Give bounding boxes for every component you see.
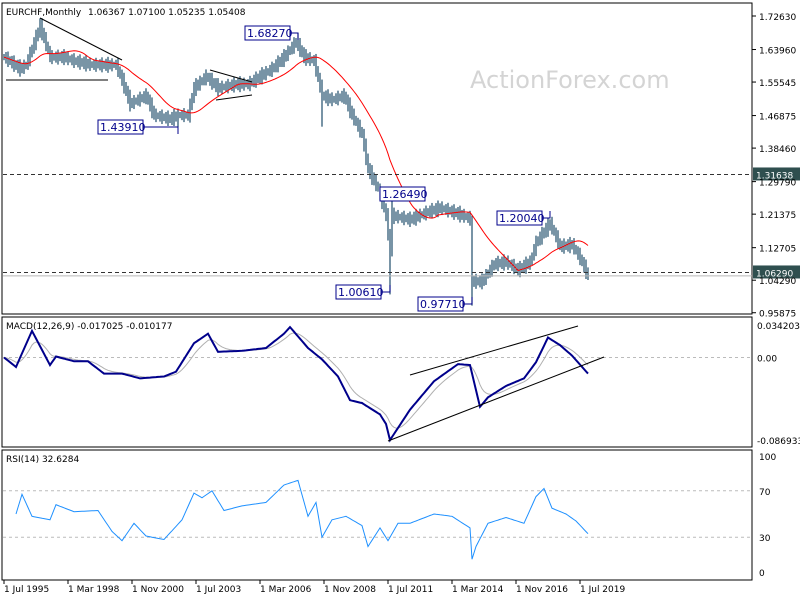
- annotation-text: 1.26490: [382, 188, 428, 201]
- trendlines: [6, 17, 605, 442]
- rsi-axis-label: 30: [759, 534, 771, 544]
- rsi-line: [15, 479, 589, 560]
- macd-axis-label: 0.034203: [757, 322, 800, 332]
- date-axis-label: 1 Jul 1995: [4, 585, 49, 595]
- price-axis-label: 1.46875: [759, 113, 796, 123]
- date-axis-label: 1 Mar 2006: [260, 585, 312, 595]
- rsi-header: RSI(14) 32.6284: [6, 455, 79, 465]
- annotation-connector: [542, 211, 551, 219]
- rsi-axis-label: 100: [759, 453, 776, 463]
- annotation-box: [97, 119, 144, 135]
- macd-line: [3, 325, 589, 443]
- price-axis-label: 1.29790: [759, 179, 796, 189]
- trendline[interactable]: [39, 17, 123, 61]
- macd-panel: [3, 325, 752, 443]
- level-label: 1.31638: [756, 171, 793, 181]
- price-annotation[interactable]: 1.26490: [379, 186, 428, 202]
- annotation-box: [417, 296, 464, 312]
- price-axis-label: 1.72630: [759, 13, 796, 23]
- annotation-connector: [381, 285, 391, 293]
- annotation-box: [496, 210, 543, 226]
- trendline[interactable]: [209, 69, 253, 83]
- rsi-panel-frame: [1, 449, 753, 581]
- price-axis-label: 1.04290: [759, 277, 796, 287]
- annotation-text: 1.43910: [100, 121, 146, 134]
- price-axis-label: 1.63960: [759, 47, 796, 57]
- date-axis-label: 1 Nov 2008: [324, 585, 376, 595]
- axes: 1.72630 1.63960 1.55545 1.46875 1.38460 1.297…: [3, 13, 800, 595]
- rsi-axis-label: 70: [759, 488, 771, 498]
- date-axis-label: 1 Jul 2003: [196, 585, 241, 595]
- annotation-box: [244, 25, 291, 41]
- price-axis-label: 0.95875: [759, 310, 796, 320]
- annotation-connector: [290, 32, 299, 40]
- level-label-bg: [753, 265, 800, 279]
- moving-average-line: [3, 50, 589, 272]
- macd-channel-upper[interactable]: [409, 325, 579, 376]
- price-panel-frame: [1, 2, 753, 315]
- macd-signal-line: [3, 332, 589, 429]
- macd-channel-lower[interactable]: [387, 356, 605, 442]
- price-axis-label: 1.12705: [759, 245, 796, 255]
- annotation-text: 1.20040: [499, 212, 545, 225]
- macd-header: MACD(12,26,9) -0.017025 -0.010177: [6, 322, 172, 332]
- date-axis-label: 1 Mar 1998: [68, 585, 120, 595]
- rsi-panel: [3, 479, 752, 560]
- annotation-text: 0.97710: [420, 298, 466, 311]
- date-axis-label: 1 Nov 2016: [516, 585, 568, 595]
- level-label-bg: [753, 167, 800, 181]
- date-axis-label: 1 Mar 2014: [452, 585, 504, 595]
- trendline[interactable]: [215, 94, 253, 101]
- annotation-box: [335, 284, 382, 300]
- price-axis-label: 1.38460: [759, 145, 796, 155]
- symbol-title: EURCHF,Monthly: [6, 8, 82, 18]
- annotation-text: 1.00610: [338, 286, 384, 299]
- date-axis-label: 1 Jul 2019: [580, 585, 625, 595]
- annotation-connector: [463, 297, 473, 305]
- annotation-box: [379, 186, 426, 202]
- price-annotation[interactable]: 1.00610: [335, 284, 391, 300]
- date-axis-label: 1 Nov 2000: [132, 585, 184, 595]
- level-label: 1.06290: [756, 269, 793, 279]
- price-annotation[interactable]: 1.68270: [244, 25, 299, 41]
- macd-axis-label: -0.086933: [757, 437, 800, 447]
- price-axis-label: 1.21375: [759, 211, 796, 221]
- macd-axis-label: 0.00: [757, 354, 777, 364]
- rsi-axis-label: 0: [759, 569, 765, 579]
- price-panel: 1.31638 1.06290 1.68270 1.43910 1.26490 1.006…: [3, 18, 800, 312]
- price-annotation[interactable]: 1.43910: [97, 119, 179, 135]
- annotation-text: 1.68270: [247, 27, 293, 40]
- annotation-connector: [143, 126, 179, 134]
- watermark: ActionForex.com: [470, 66, 670, 94]
- date-axis-label: 1 Jul 2011: [388, 585, 433, 595]
- ohlc-values: 1.06367 1.07100 1.05235 1.05408: [88, 8, 246, 18]
- macd-panel-frame: [1, 316, 753, 448]
- price-axis-label: 1.55545: [759, 79, 796, 89]
- price-annotation[interactable]: 0.97710: [417, 296, 473, 312]
- price-annotation[interactable]: 1.20040: [496, 210, 551, 226]
